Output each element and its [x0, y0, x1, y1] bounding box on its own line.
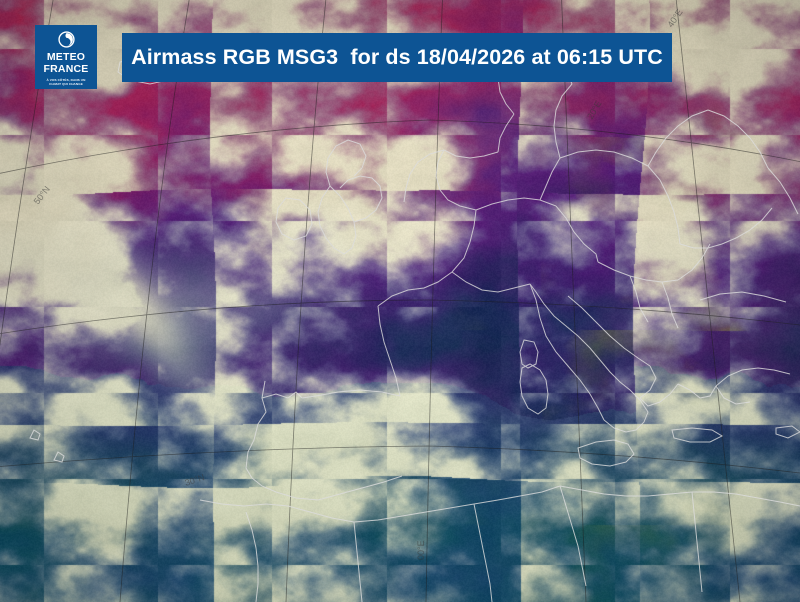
logo-tagline-line-2: CLIMAT QUI CHANGE	[49, 82, 83, 87]
logo-brand-line-2: FRANCE	[43, 62, 89, 75]
logo-tagline-line-1: À VOS CÔTÉS, DANS UN	[46, 78, 86, 82]
meteo-france-circle-icon	[57, 31, 75, 48]
logo-brand-line-1: METEO	[46, 51, 86, 63]
product-title-banner: Airmass RGB MSG3 for ds 18/04/2026 at 06…	[122, 33, 672, 82]
product-title-text: Airmass RGB MSG3 for ds 18/04/2026 at 06…	[131, 44, 663, 69]
meteo-france-logo: METEO FRANCE À VOS CÔTÉS, DANS UN CLIMAT…	[35, 25, 97, 89]
